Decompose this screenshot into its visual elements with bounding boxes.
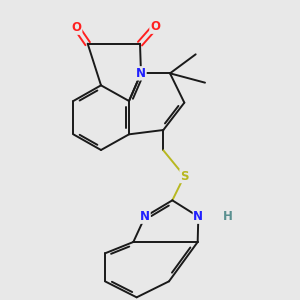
Text: H: H bbox=[223, 210, 232, 223]
Text: O: O bbox=[150, 20, 160, 33]
Text: O: O bbox=[72, 21, 82, 34]
Text: S: S bbox=[180, 169, 189, 182]
Text: N: N bbox=[136, 67, 146, 80]
Text: N: N bbox=[140, 210, 150, 223]
Text: N: N bbox=[193, 210, 203, 223]
